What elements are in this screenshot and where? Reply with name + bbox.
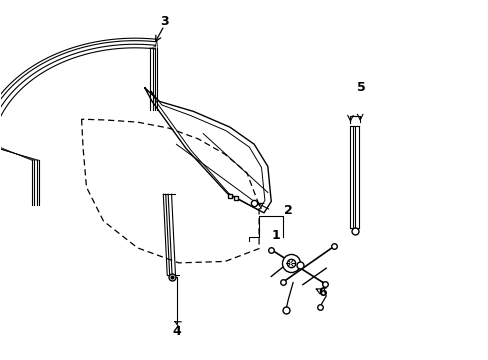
Text: 6: 6 — [317, 286, 326, 299]
Text: 3: 3 — [160, 14, 168, 27]
Text: 1: 1 — [271, 229, 280, 242]
Text: 2: 2 — [284, 204, 292, 217]
Text: 5: 5 — [356, 81, 365, 94]
Text: 4: 4 — [172, 325, 181, 338]
